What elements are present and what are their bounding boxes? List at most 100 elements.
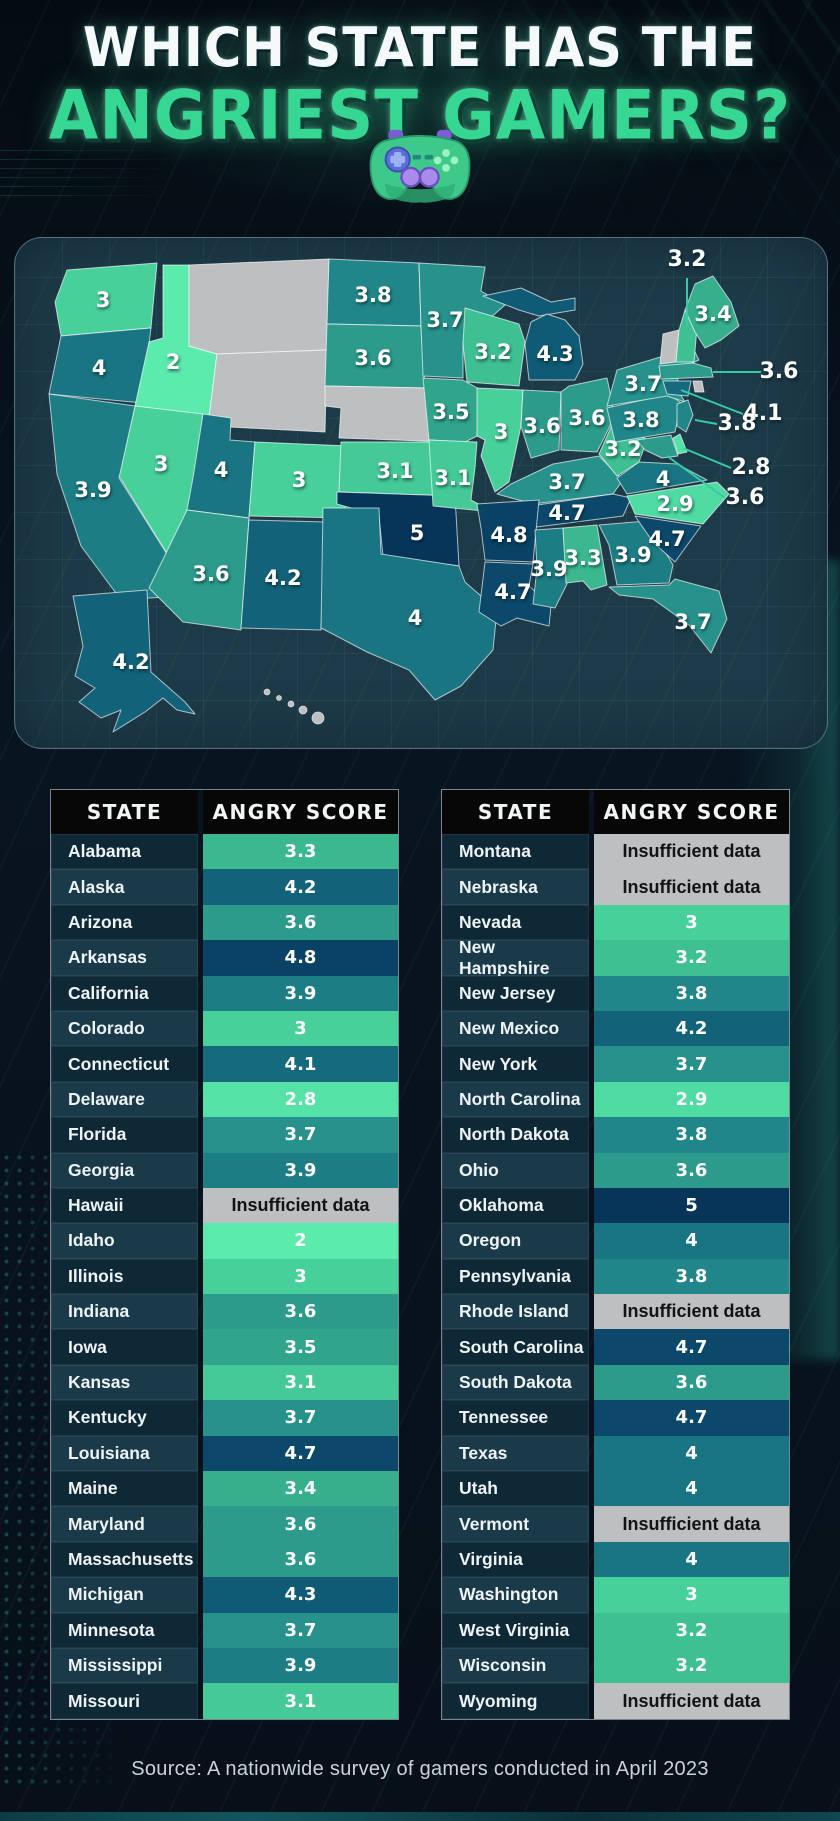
state-score-label: 4 (214, 458, 229, 482)
angry-score-cell: 3.1 (203, 1683, 398, 1719)
state-maine (684, 275, 740, 349)
callout-line (694, 419, 718, 425)
angry-score-cell: 3.6 (594, 1152, 789, 1188)
state-name-cell: Georgia (51, 1152, 198, 1188)
state-score-label: 3.8 (622, 408, 659, 432)
state-name-cell: Oklahoma (442, 1187, 589, 1224)
angry-score-cell: 3.9 (203, 1152, 398, 1188)
state-name-cell: Arizona (51, 904, 198, 941)
state-florida (608, 578, 728, 654)
state-new-jersey (676, 399, 694, 433)
state-hawaii (311, 711, 325, 725)
angry-score-cell: 4.7 (203, 1435, 398, 1472)
angry-score-cell: Insufficient data (594, 1683, 789, 1719)
table-row: Arkansas 4.8 (51, 940, 398, 976)
state-missouri (428, 439, 494, 513)
state-name-cell: New York (442, 1046, 589, 1082)
state-north-carolina (626, 481, 730, 525)
state-hawaii (298, 705, 308, 715)
state-name-cell: New Mexico (442, 1010, 589, 1047)
table-header-score: ANGRY SCORE (594, 790, 789, 834)
state-michigan (524, 313, 584, 381)
table-row: West Virginia 3.2 (442, 1612, 789, 1648)
state-name-cell: Pennsylvania (442, 1258, 589, 1295)
state-score-label: 3.9 (614, 543, 651, 567)
state-name-cell: Michigan (51, 1577, 198, 1613)
angry-score-cell: 5 (594, 1187, 789, 1224)
angry-score-cell: 3.8 (594, 975, 789, 1011)
table-row: Alabama 3.3 (51, 834, 398, 870)
angry-score-cell: 3.9 (203, 1647, 398, 1684)
angry-score-cell: 3.7 (203, 1612, 398, 1648)
state-name-cell: Illinois (51, 1258, 198, 1295)
table-body: Alabama 3.3 Alaska 4.2 Arizona 3.6 Arkansas 4.8… (51, 834, 398, 1719)
state-score-label: 3.9 (530, 557, 567, 581)
table-row: Texas 4 (442, 1435, 789, 1472)
state-name-cell: Alabama (51, 834, 198, 870)
table-row: Nebraska Insufficient data (442, 869, 789, 905)
table-row: Kentucky 3.7 (51, 1400, 398, 1436)
table-row: Hawaii Insufficient data (51, 1187, 398, 1224)
state-score-label: 3.4 (694, 302, 731, 326)
angry-score-cell: 4 (594, 1435, 789, 1472)
table-row: New Mexico 4.2 (442, 1010, 789, 1047)
state-score-label: 3.7 (624, 372, 661, 396)
table-row: Kansas 3.1 (51, 1364, 398, 1401)
state-score-label: 3.7 (548, 470, 585, 494)
state-name-cell: New Jersey (442, 975, 589, 1011)
table-row: New Jersey 3.8 (442, 975, 789, 1011)
angry-score-cell: 4 (594, 1223, 789, 1259)
table-row: Wisconsin 3.2 (442, 1647, 789, 1684)
state-massachusetts (658, 362, 714, 380)
state-name-cell: Colorado (51, 1010, 198, 1047)
state-montana (188, 258, 330, 355)
state-hawaii (287, 700, 295, 708)
angry-score-cell: 3.6 (203, 1506, 398, 1542)
state-wisconsin (462, 307, 526, 387)
angry-score-cell: Insufficient data (594, 834, 789, 870)
state-hawaii (263, 688, 271, 696)
angry-score-cell: 3.6 (203, 904, 398, 941)
state-score-label: 3.3 (564, 546, 601, 570)
table-header-row: STATE ANGRY SCORE (51, 790, 398, 834)
table-row: Washington 3 (442, 1577, 789, 1613)
table-row: Utah 4 (442, 1471, 789, 1507)
callout-line (682, 447, 732, 469)
callout-score-label: 2.8 (732, 455, 771, 480)
state-name-cell: Nebraska (442, 869, 589, 905)
map-panel: 3 4 2 3.8 3.6 3 4 3.9 3 3.6 4.2 3.1 5 4 3.7 3.5 3.1 3.2 3 3… (14, 237, 828, 749)
callout-line (666, 455, 726, 499)
state-louisiana (478, 561, 552, 627)
state-michigan (482, 287, 576, 317)
state-score-label: 3 (154, 452, 169, 476)
table-row: Oklahoma 5 (442, 1187, 789, 1224)
state-hawaii (276, 695, 282, 701)
state-name-cell: South Dakota (442, 1364, 589, 1401)
state-name-cell: North Dakota (442, 1117, 589, 1153)
table-row: Missouri 3.1 (51, 1683, 398, 1719)
table-row: North Carolina 2.9 (442, 1081, 789, 1118)
state-iowa (422, 377, 482, 443)
state-score-label: 3.2 (604, 437, 641, 461)
state-score-label: 4.2 (264, 566, 301, 590)
angry-score-cell: 3.6 (594, 1364, 789, 1401)
angry-score-cell: 3.2 (594, 1647, 789, 1684)
angry-score-cell: 4.2 (203, 869, 398, 905)
table-row: North Dakota 3.8 (442, 1117, 789, 1153)
table-header-state: STATE (51, 790, 198, 834)
state-alaska (72, 589, 196, 733)
state-new-mexico (240, 519, 326, 631)
state-score-label: 3.6 (568, 406, 605, 430)
angry-score-cell: 3.7 (203, 1117, 398, 1153)
table-row: Massachusetts 3.6 (51, 1541, 398, 1578)
state-score-label: 3 (494, 420, 509, 444)
state-table-right: STATE ANGRY SCORE Montana Insufficient da… (441, 789, 790, 1720)
state-name-cell: Iowa (51, 1329, 198, 1365)
angry-score-cell: 4 (594, 1541, 789, 1578)
callout-score-label: 3.8 (718, 411, 757, 436)
angry-score-cell: 3.2 (594, 940, 789, 976)
state-score-label: 3.5 (432, 400, 469, 424)
table-row: Connecticut 4.1 (51, 1046, 398, 1082)
